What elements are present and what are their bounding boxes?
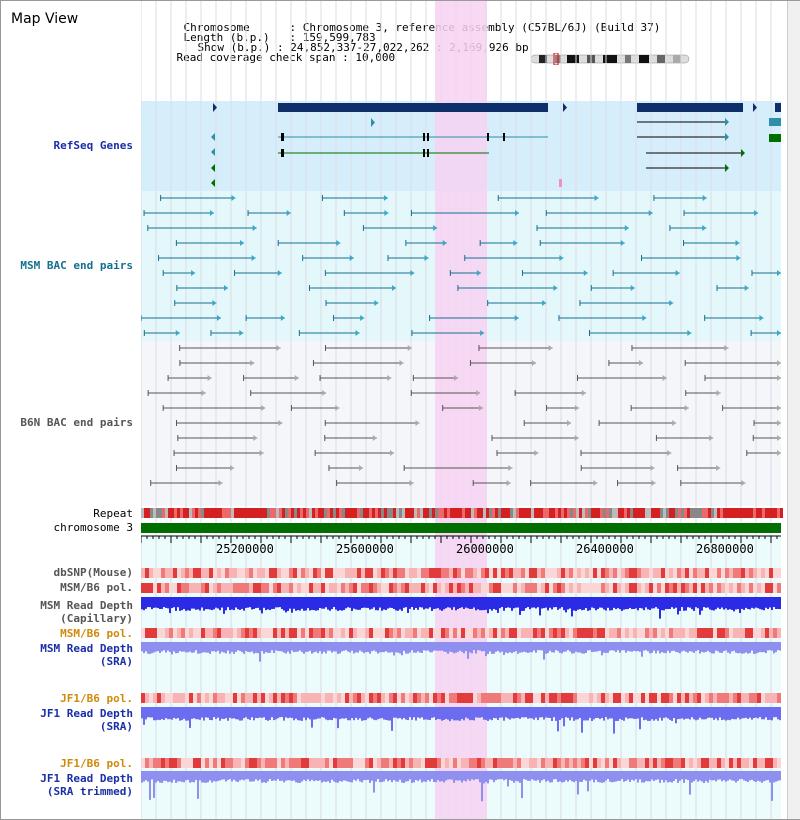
header-coverage: Read coverage check span : 10,000	[176, 51, 396, 64]
msm-bac-pairs[interactable]	[141, 195, 781, 336]
page-title: Map View	[11, 11, 79, 27]
refseq-label[interactable]: RefSeq Genes	[53, 139, 133, 152]
length-key: Length (b.p.)	[183, 31, 270, 44]
jf1-depth-sra-label-2: (SRA)	[99, 720, 133, 733]
position-ruler	[141, 535, 781, 543]
jf1-depth-trim-label-2: (SRA trimmed)	[46, 785, 133, 798]
msm-b6-pol-label-2[interactable]: MSM/B6 pol.	[60, 627, 133, 640]
header-length: Length (b.p.) : 159,599,783	[183, 31, 376, 44]
ruler-tick-2: 25600000	[336, 542, 394, 556]
ruler-tick-3: 26000000	[456, 542, 514, 556]
msm-depth-sra-label-2: (SRA)	[99, 655, 133, 668]
show-key: Show (b.p.)	[197, 41, 271, 54]
jf1-b6-pol-label[interactable]: JF1/B6 pol.	[60, 692, 133, 705]
repeat-label: Repeat	[93, 507, 133, 520]
repeat-bar[interactable]	[141, 508, 783, 518]
msm-depth-cap-label-2: (Capillary)	[60, 612, 133, 625]
msm-depth-sra-label-1[interactable]: MSM Read Depth	[40, 642, 133, 655]
read-depth-tracks[interactable]	[141, 597, 781, 802]
jf1-b6-pol-label-2[interactable]: JF1/B6 pol.	[60, 757, 133, 770]
coverage-key: Read coverage check span	[176, 51, 336, 64]
genome-canvas[interactable]	[141, 1, 786, 819]
coverage-value: 10,000	[355, 51, 396, 64]
ruler-tick-4: 26400000	[576, 542, 634, 556]
b6n-bac-label[interactable]: B6N BAC end pairs	[20, 416, 133, 429]
ruler-tick-1: 25200000	[216, 542, 274, 556]
length-value: 159,599,783	[302, 31, 376, 44]
msm-b6-pol-label[interactable]: MSM/B6 pol.	[60, 581, 133, 594]
chromosome-bar[interactable]	[141, 523, 781, 533]
b6n-bac-pairs[interactable]	[147, 345, 781, 486]
polymorphism-tracks[interactable]	[141, 568, 781, 768]
msm-depth-cap-label-1[interactable]: MSM Read Depth	[40, 599, 133, 612]
dbsnp-label[interactable]: dbSNP(Mouse)	[53, 566, 133, 579]
msm-bac-label[interactable]: MSM BAC end pairs	[20, 259, 133, 272]
refseq-genes[interactable]	[211, 103, 781, 187]
vertical-scrollbar[interactable]	[787, 1, 800, 819]
chromosome-key: Chromosome	[183, 21, 250, 34]
ruler-tick-5: 26800000	[696, 542, 754, 556]
jf1-depth-sra-label-1[interactable]: JF1 Read Depth	[40, 707, 133, 720]
chromosome-label: chromosome 3	[53, 521, 133, 534]
jf1-depth-trim-label-1[interactable]: JF1 Read Depth	[40, 772, 133, 785]
